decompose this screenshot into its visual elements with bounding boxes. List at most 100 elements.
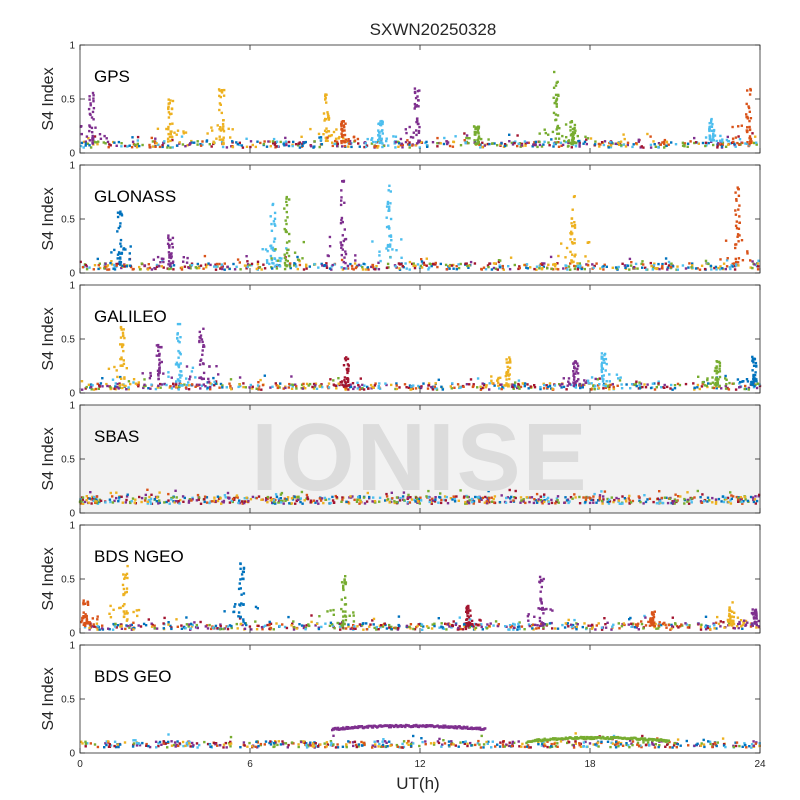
data-point xyxy=(225,146,229,149)
data-point xyxy=(344,618,348,622)
data-point xyxy=(488,624,491,628)
data-point xyxy=(555,267,558,271)
data-point xyxy=(97,267,100,271)
data-point xyxy=(677,626,680,629)
data-point xyxy=(604,369,607,372)
data-point xyxy=(751,496,755,499)
data-point xyxy=(269,215,272,218)
data-point xyxy=(544,744,547,747)
panel-label: SBAS xyxy=(94,427,139,446)
data-point xyxy=(513,385,517,388)
data-point xyxy=(567,380,570,383)
data-point xyxy=(126,624,129,628)
data-point xyxy=(751,380,754,384)
data-point xyxy=(228,501,232,504)
data-point xyxy=(89,624,92,627)
data-point xyxy=(238,383,241,386)
data-point xyxy=(296,144,300,147)
data-point xyxy=(574,145,578,148)
data-point xyxy=(374,745,377,748)
data-point xyxy=(162,622,165,625)
data-point xyxy=(683,143,686,147)
data-point xyxy=(753,374,757,377)
data-point xyxy=(487,489,490,493)
data-point xyxy=(577,266,580,270)
data-point xyxy=(543,128,546,131)
data-point xyxy=(340,581,344,584)
data-point xyxy=(434,261,437,265)
data-point xyxy=(386,200,390,204)
data-point xyxy=(443,498,446,502)
data-point xyxy=(397,262,401,265)
data-point xyxy=(383,622,386,625)
data-point xyxy=(720,387,723,390)
data-point xyxy=(474,743,477,747)
data-point xyxy=(384,623,387,627)
data-point xyxy=(189,745,192,748)
data-point xyxy=(387,266,390,269)
data-point xyxy=(222,119,225,122)
data-point xyxy=(159,386,162,389)
data-point xyxy=(140,500,143,504)
data-point xyxy=(381,122,384,126)
data-point xyxy=(433,385,436,388)
data-point xyxy=(178,502,181,505)
data-point xyxy=(641,260,644,263)
data-point xyxy=(497,260,501,264)
data-point xyxy=(81,616,84,620)
data-point xyxy=(382,144,386,148)
data-point xyxy=(512,387,515,390)
data-point xyxy=(325,130,328,134)
data-point xyxy=(301,502,304,505)
data-point xyxy=(269,386,272,389)
data-point xyxy=(652,622,655,626)
data-point xyxy=(361,624,364,627)
data-point xyxy=(170,376,173,379)
data-point xyxy=(157,349,160,352)
data-point xyxy=(556,498,559,502)
data-point xyxy=(570,132,573,136)
data-point xyxy=(730,494,733,497)
data-point xyxy=(385,137,388,140)
data-point xyxy=(98,133,102,136)
data-point xyxy=(406,501,410,504)
data-point xyxy=(168,122,172,126)
data-point xyxy=(414,143,418,147)
data-point xyxy=(444,499,447,502)
data-point xyxy=(283,497,287,500)
data-point xyxy=(518,745,521,748)
data-point xyxy=(724,387,728,390)
data-point xyxy=(734,388,738,391)
data-point xyxy=(170,387,174,390)
data-point xyxy=(197,498,200,501)
data-point xyxy=(599,267,602,270)
data-point xyxy=(747,388,750,391)
data-point xyxy=(199,143,202,146)
data-point xyxy=(356,498,359,501)
data-point xyxy=(669,628,672,631)
data-point xyxy=(486,742,489,745)
data-point xyxy=(539,262,543,266)
data-point xyxy=(666,268,669,271)
data-point xyxy=(292,628,296,631)
data-point xyxy=(88,621,91,624)
data-point xyxy=(684,622,687,625)
data-point xyxy=(633,626,637,629)
data-point xyxy=(88,626,91,630)
data-point xyxy=(412,262,415,265)
data-point xyxy=(255,267,258,271)
data-point xyxy=(122,328,125,331)
data-point xyxy=(553,384,557,387)
data-point xyxy=(366,385,369,389)
data-point xyxy=(427,384,431,387)
data-point xyxy=(182,130,185,133)
data-point xyxy=(86,601,90,604)
data-point xyxy=(320,262,323,266)
data-point xyxy=(320,497,324,500)
data-point xyxy=(752,376,755,379)
data-point xyxy=(312,745,316,748)
data-point xyxy=(185,623,189,626)
data-point xyxy=(734,145,737,148)
data-point xyxy=(110,263,114,266)
data-point xyxy=(137,381,140,384)
